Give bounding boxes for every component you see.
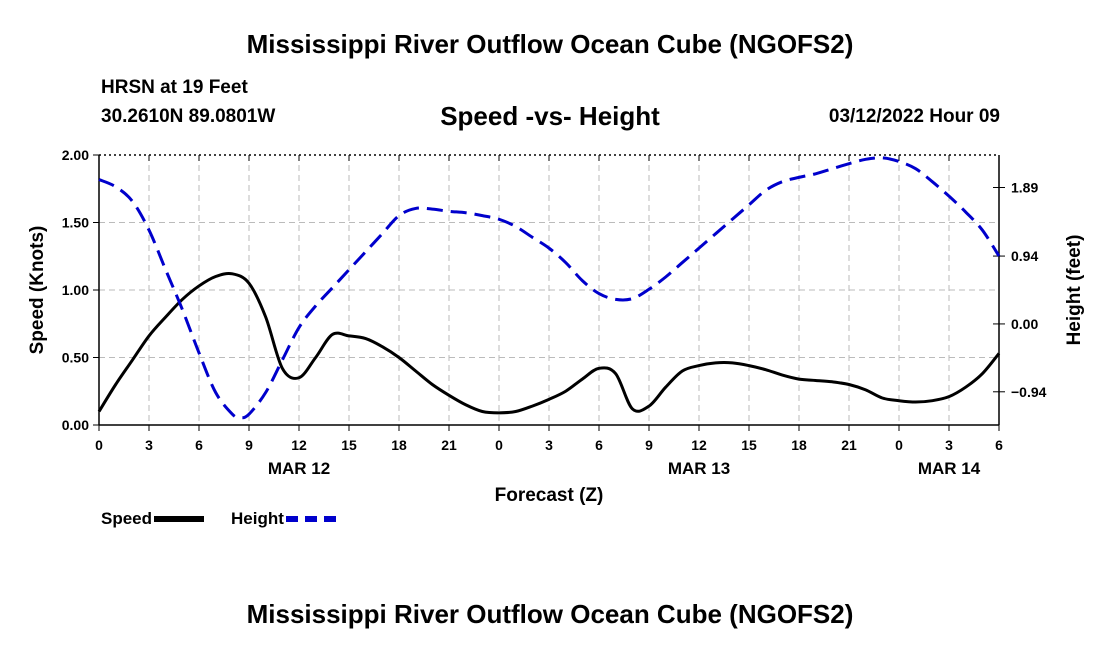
x-tick-label: 6 bbox=[195, 437, 203, 453]
legend-speed-swatch bbox=[154, 516, 205, 522]
x-tick-label: 0 bbox=[895, 437, 903, 453]
label-layer: 0 3 6 9 12 15 18 21 0 3 6 9 12 15 18 21 0 3 6 MAR 12 MAR 13 M… bbox=[27, 147, 1085, 506]
x-tick-label: 6 bbox=[595, 437, 603, 453]
date-label: MAR 13 bbox=[668, 459, 730, 478]
station-name: HRSN at 19 Feet bbox=[101, 77, 248, 98]
y2-tick-label: 1.89 bbox=[1011, 179, 1038, 195]
x-tick-label: 3 bbox=[145, 437, 153, 453]
grid-layer bbox=[99, 155, 999, 425]
x-tick-label: 9 bbox=[645, 437, 653, 453]
x-tick-label: 3 bbox=[945, 437, 953, 453]
forecast-datetime: 03/12/2022 Hour 09 bbox=[828, 106, 1000, 127]
chart-subtitle: Speed -vs- Height bbox=[440, 101, 660, 131]
date-label: MAR 14 bbox=[918, 459, 981, 478]
x-tick-label: 9 bbox=[245, 437, 253, 453]
x-tick-label: 15 bbox=[741, 437, 757, 453]
axes-layer bbox=[93, 154, 1005, 431]
x-tick-label: 18 bbox=[791, 437, 807, 453]
y-tick-label: 2.00 bbox=[62, 147, 89, 163]
x-tick-label: 0 bbox=[495, 437, 503, 453]
x-tick-label: 21 bbox=[441, 437, 457, 453]
legend-height-swatch bbox=[285, 516, 336, 522]
x-tick-label: 12 bbox=[691, 437, 707, 453]
x-axis-title: Forecast (Z) bbox=[495, 485, 604, 506]
x-tick-label: 21 bbox=[841, 437, 857, 453]
y2-axis-title: Height (feet) bbox=[1064, 235, 1085, 346]
y-axis-title: Speed (Knots) bbox=[27, 226, 48, 355]
station-coords: 30.2610N 89.0801W bbox=[101, 106, 276, 127]
x-tick-label: 6 bbox=[995, 437, 1003, 453]
x-tick-label: 0 bbox=[95, 437, 103, 453]
x-tick-label: 15 bbox=[341, 437, 357, 453]
main-title: Mississippi River Outflow Ocean Cube (NG… bbox=[246, 29, 854, 59]
legend-speed: Speed bbox=[101, 508, 205, 530]
y2-tick-label: −0.94 bbox=[1011, 384, 1047, 400]
series-layer bbox=[97, 156, 1001, 420]
y2-tick-label: 0.00 bbox=[1011, 316, 1038, 332]
y-tick-label: 0.50 bbox=[62, 350, 89, 366]
date-label: MAR 12 bbox=[268, 459, 330, 478]
x-tick-label: 3 bbox=[545, 437, 553, 453]
height-series-line bbox=[98, 156, 1001, 420]
x-tick-label: 12 bbox=[291, 437, 307, 453]
main-title-repeat: Mississippi River Outflow Ocean Cube (NG… bbox=[246, 599, 854, 629]
x-tick-label: 18 bbox=[391, 437, 407, 453]
legend-height-label: Height bbox=[231, 509, 284, 528]
speed-series-line bbox=[97, 271, 1001, 415]
y2-tick-label: 0.94 bbox=[1011, 248, 1038, 264]
y-tick-label: 1.00 bbox=[62, 282, 89, 298]
legend-height: Height bbox=[231, 508, 336, 530]
y-tick-label: 1.50 bbox=[62, 215, 89, 231]
y-tick-label: 0.00 bbox=[62, 417, 89, 433]
legend-speed-label: Speed bbox=[101, 509, 153, 528]
